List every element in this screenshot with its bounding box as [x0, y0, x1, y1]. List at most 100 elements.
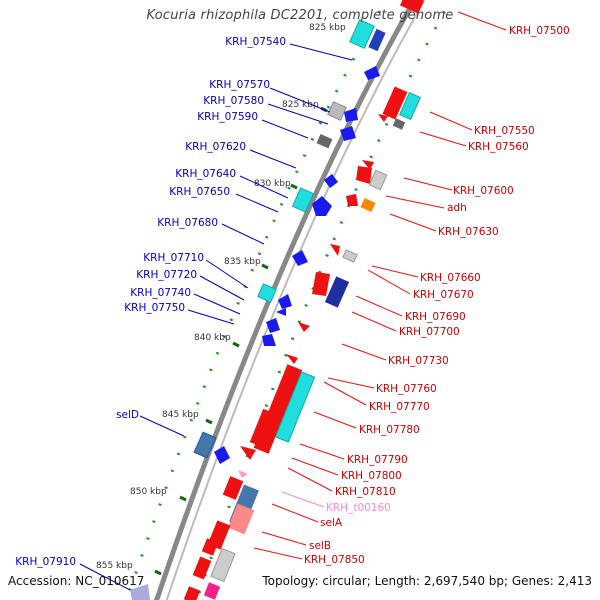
- gene-label[interactable]: KRH_07680: [157, 217, 218, 229]
- gene-label[interactable]: KRH_07600: [453, 185, 514, 197]
- gene-label[interactable]: KRH_07640: [175, 168, 236, 180]
- left-genes: [130, 19, 386, 600]
- gene-feature[interactable]: [324, 174, 338, 188]
- gene-feature[interactable]: [276, 308, 286, 316]
- gene-label[interactable]: KRH_07710: [143, 252, 204, 264]
- gene-feature[interactable]: [392, 118, 406, 130]
- gene-label[interactable]: KRH_07580: [203, 95, 264, 107]
- gene-feature[interactable]: [330, 244, 340, 256]
- gene-label[interactable]: KRH_07540: [225, 36, 286, 48]
- genome-backbone: [154, 0, 418, 600]
- gene-feature[interactable]: [360, 197, 376, 213]
- gene-label[interactable]: KRH_07760: [376, 383, 437, 395]
- left-leaders: [79, 43, 353, 591]
- scale-label: 845 kbp: [162, 410, 199, 420]
- topology-text: Topology: circular; Length: 2,697,540 bp…: [262, 574, 592, 588]
- gene-feature[interactable]: [324, 276, 350, 308]
- gene-label[interactable]: KRH_07910: [15, 556, 76, 568]
- right-genes: [183, 0, 424, 600]
- gene-feature[interactable]: [201, 538, 219, 556]
- gene-label[interactable]: adh: [447, 202, 467, 214]
- gene-label[interactable]: selD: [116, 409, 139, 421]
- genome-backbone-inner: [165, 0, 426, 600]
- scale-label: 825 kbp: [282, 100, 319, 110]
- scale-label: 825 kbp: [309, 23, 346, 33]
- gene-feature[interactable]: [183, 586, 201, 600]
- gene-feature[interactable]: [382, 86, 408, 120]
- trna-leader: [281, 491, 325, 508]
- trna-label[interactable]: KRH_t00160: [326, 502, 391, 514]
- gene-feature[interactable]: [193, 431, 217, 459]
- gene-feature[interactable]: [356, 166, 372, 184]
- gene-feature[interactable]: [298, 322, 310, 332]
- gene-label[interactable]: KRH_07500: [509, 25, 570, 37]
- gene-label[interactable]: KRH_07750: [124, 302, 185, 314]
- gene-label[interactable]: KRH_07740: [130, 287, 191, 299]
- gene-feature[interactable]: [364, 66, 380, 80]
- gene-label[interactable]: KRH_07650: [169, 186, 230, 198]
- gene-feature[interactable]: [342, 249, 358, 263]
- gene-feature[interactable]: [398, 91, 422, 121]
- genome-title: Kocuria rhizophila DC2201, complete geno…: [146, 8, 454, 23]
- gene-label[interactable]: selA: [320, 517, 343, 529]
- gene-label[interactable]: KRH_07810: [335, 486, 396, 498]
- gene-label[interactable]: KRH_07670: [413, 289, 474, 301]
- gene-label[interactable]: KRH_07560: [468, 141, 529, 153]
- gene-feature[interactable]: [344, 108, 358, 122]
- gene-feature[interactable]: [266, 318, 280, 333]
- gene-label[interactable]: KRH_07700: [399, 326, 460, 338]
- gene-feature[interactable]: [312, 272, 330, 296]
- gene-feature[interactable]: [274, 371, 316, 443]
- gene-feature[interactable]: [316, 133, 333, 149]
- gene-label[interactable]: KRH_07770: [369, 401, 430, 413]
- gene-feature[interactable]: [312, 196, 332, 216]
- gene-feature[interactable]: [362, 160, 374, 170]
- gene-label[interactable]: KRH_07570: [209, 79, 270, 91]
- gene-feature[interactable]: [292, 250, 308, 266]
- gene-feature[interactable]: [291, 187, 315, 213]
- gene-feature[interactable]: [286, 354, 298, 364]
- scale-label: 840 kbp: [194, 333, 231, 343]
- scale-label: 855 kbp: [96, 561, 133, 571]
- right-leaders: [253, 11, 507, 560]
- gene-label[interactable]: KRH_07550: [474, 125, 535, 137]
- gene-feature[interactable]: [130, 584, 150, 600]
- gene-feature[interactable]: [192, 556, 212, 580]
- gene-feature[interactable]: [378, 114, 388, 122]
- gene-label[interactable]: KRH_07790: [347, 454, 408, 466]
- gene-label[interactable]: KRH_07850: [304, 554, 365, 566]
- gene-feature[interactable]: [240, 446, 256, 460]
- gene-label[interactable]: selB: [309, 540, 331, 552]
- gene-feature[interactable]: [262, 334, 276, 346]
- gene-label[interactable]: KRH_07690: [405, 311, 466, 323]
- gene-label[interactable]: KRH_07720: [136, 269, 197, 281]
- gene-label[interactable]: KRH_07800: [341, 470, 402, 482]
- gene-feature[interactable]: [346, 194, 358, 206]
- gene-label[interactable]: KRH_07620: [185, 141, 246, 153]
- gene-feature[interactable]: [340, 126, 356, 141]
- gene-label[interactable]: KRH_07730: [388, 355, 449, 367]
- gene-feature[interactable]: [257, 283, 277, 303]
- gene-feature[interactable]: [214, 446, 230, 464]
- scale-label: 835 kbp: [224, 257, 261, 267]
- scale-label: 830 kbp: [254, 179, 291, 189]
- scale-label: 850 kbp: [130, 487, 167, 497]
- gene-label[interactable]: KRH_07630: [438, 226, 499, 238]
- gene-feature[interactable]: [368, 28, 386, 52]
- gene-feature[interactable]: [238, 470, 248, 478]
- gene-label[interactable]: KRH_07780: [359, 424, 420, 436]
- gene-feature[interactable]: [222, 476, 244, 500]
- gene-feature[interactable]: [327, 101, 347, 121]
- gene-feature[interactable]: [249, 408, 277, 448]
- gene-feature[interactable]: [349, 19, 375, 49]
- gene-label[interactable]: KRH_07590: [197, 111, 258, 123]
- gene-feature[interactable]: [210, 547, 236, 583]
- gene-feature[interactable]: [278, 294, 292, 309]
- gene-feature[interactable]: [368, 169, 388, 191]
- gene-label[interactable]: KRH_07660: [420, 272, 481, 284]
- gene-feature[interactable]: [400, 0, 424, 14]
- accession-text: Accession: NC_010617: [8, 574, 145, 588]
- gene-feature[interactable]: [203, 582, 221, 600]
- gene-feature[interactable]: [227, 503, 255, 535]
